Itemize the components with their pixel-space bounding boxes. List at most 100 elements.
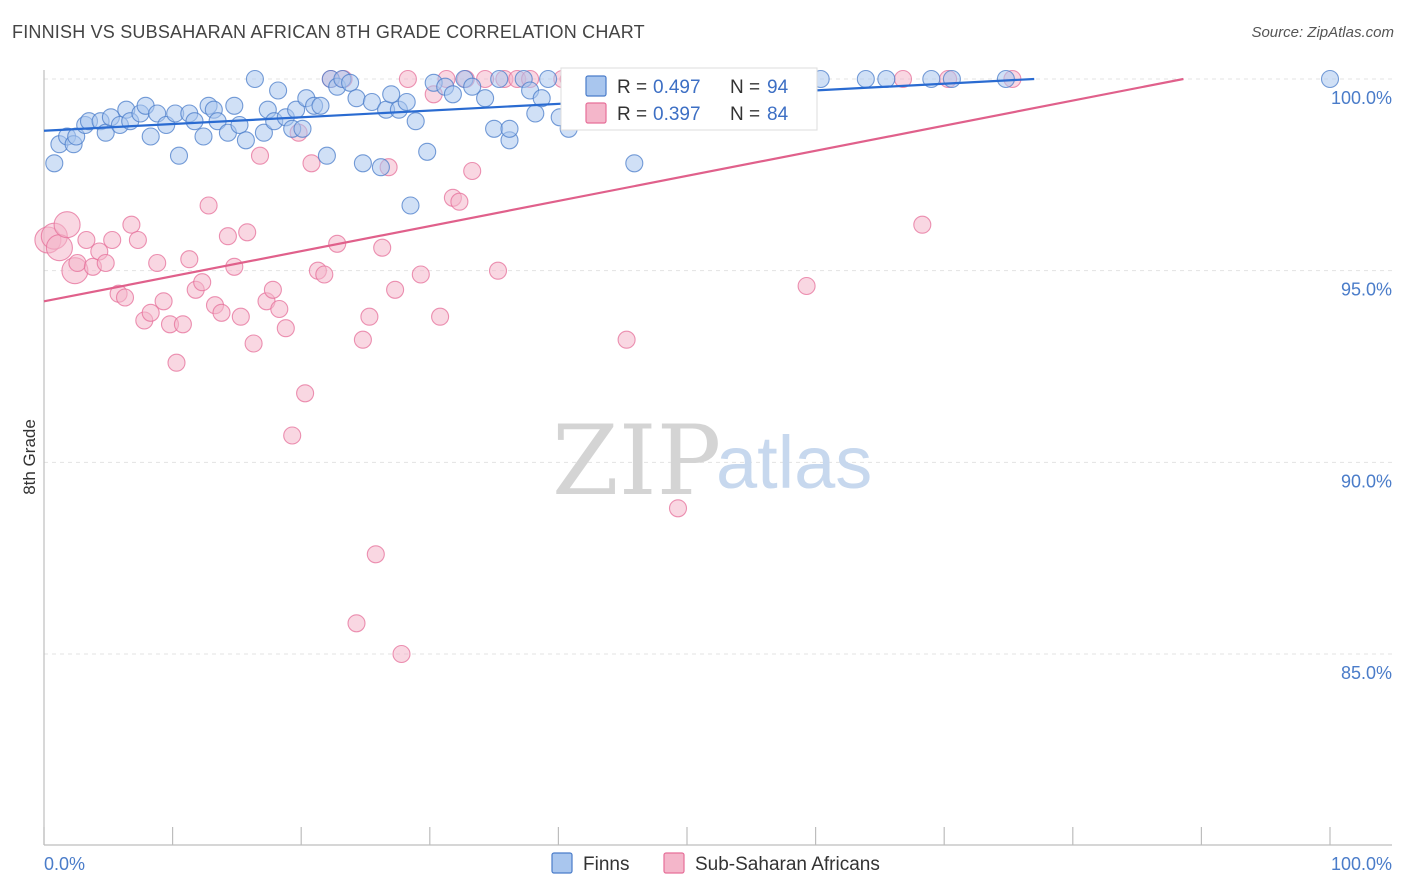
finns-point-46 — [341, 73, 360, 92]
africans-point-10 — [103, 230, 122, 250]
africans-point-81 — [913, 215, 932, 234]
africans-point-63 — [463, 161, 482, 181]
finns-point-27 — [225, 96, 244, 115]
africans-point-22 — [180, 250, 199, 269]
y-tick-label-3: 85.0% — [1341, 663, 1392, 683]
y-axis-tick-labels: 100.0% 95.0% 90.0% 85.0% — [1331, 88, 1392, 683]
bottom-legend-finns-swatch — [551, 852, 573, 874]
finns-point-0 — [45, 154, 64, 173]
finns-point-71 — [532, 89, 551, 108]
legend-africans-r-value: 0.397 — [653, 104, 701, 125]
finns-point-57 — [418, 142, 437, 161]
finns-point-92 — [996, 69, 1015, 89]
africans-point-48 — [353, 330, 372, 349]
finns-point-91 — [942, 69, 961, 89]
trend-line-finns — [43, 77, 1035, 132]
y-tick-label-0: 100.0% — [1331, 88, 1392, 108]
legend-finns-n-label: N = — [730, 77, 760, 98]
africans-point-5 — [68, 253, 87, 273]
bottom-legend-africans-swatch — [663, 852, 685, 874]
africans-point-9 — [96, 253, 115, 273]
africans-point-21 — [173, 315, 192, 334]
africans-point-2 — [45, 234, 73, 262]
bottom-legend-finns-label: Finns — [583, 854, 629, 875]
legend-finns-swatch — [585, 75, 607, 97]
africans-point-53 — [386, 280, 405, 299]
finns-point-38 — [293, 119, 312, 138]
bottom-legend: Finns Sub-Saharan Africans — [551, 852, 880, 875]
bottom-legend-africans-label: Sub-Saharan Africans — [695, 854, 880, 875]
finns-point-80 — [625, 154, 644, 173]
africans-point-50 — [366, 545, 385, 564]
finns-point-64 — [485, 119, 504, 138]
africans-point-29 — [225, 257, 244, 276]
trend-line-africans — [43, 77, 1184, 303]
finns-point-34 — [269, 81, 288, 100]
africans-point-38 — [283, 426, 302, 445]
africans-point-28 — [218, 227, 237, 246]
africans-point-41 — [302, 154, 321, 173]
axes — [43, 70, 1392, 846]
finns-point-89 — [877, 69, 896, 89]
africans-point-49 — [360, 307, 379, 326]
finns-point-50 — [371, 158, 390, 177]
finns-point-60 — [443, 85, 462, 104]
legend-finns-r-label: R = — [617, 77, 647, 98]
finns-point-49 — [362, 92, 381, 112]
watermark-atlas: atlas — [716, 421, 872, 504]
x-tick-label-min: 0.0% — [44, 854, 85, 874]
finns-point-52 — [382, 85, 401, 104]
africans-point-47 — [347, 614, 366, 633]
watermark-zip: ZIP — [552, 405, 721, 517]
watermark: ZIP atlas — [552, 405, 872, 517]
africans-point-20 — [167, 353, 186, 372]
finns-point-28 — [230, 115, 249, 135]
finns-point-63 — [476, 89, 495, 108]
x-axis-ticks — [43, 827, 1331, 845]
africans-point-14 — [128, 230, 147, 250]
stats-legend: R = 0.497 N = 94 R = 0.397 N = 84 — [560, 67, 818, 131]
africans-point-6 — [77, 230, 96, 250]
africans-point-79 — [797, 276, 816, 296]
africans-point-31 — [238, 223, 257, 242]
finns-point-30 — [245, 69, 264, 89]
finns-point-21 — [185, 112, 204, 131]
finns-point-15 — [141, 127, 160, 146]
africans-point-32 — [244, 334, 263, 353]
africans-point-61 — [450, 192, 469, 211]
y-tick-label-1: 95.0% — [1341, 280, 1392, 300]
y-tick-label-2: 90.0% — [1341, 471, 1392, 491]
finns-point-42 — [317, 146, 336, 165]
finns-point-88 — [856, 69, 875, 89]
finns-point-65 — [490, 69, 509, 89]
finns-point-47 — [347, 89, 366, 108]
finns-point-54 — [397, 92, 416, 112]
africans-point-35 — [263, 280, 282, 299]
finns-point-62 — [463, 77, 482, 96]
africans-point-27 — [212, 303, 231, 322]
finns-point-56 — [406, 112, 425, 131]
finns-point-29 — [236, 131, 255, 150]
africans-point-58 — [431, 307, 450, 326]
africans-point-18 — [154, 292, 173, 311]
finns-point-31 — [254, 123, 273, 142]
finns-point-22 — [194, 127, 213, 146]
chart-title: FINNISH VS SUBSAHARAN AFRICAN 8TH GRADE … — [12, 22, 645, 42]
finns-point-70 — [526, 104, 545, 123]
africans-point-13 — [122, 215, 141, 234]
finns-point-72 — [539, 69, 558, 89]
africans-point-17 — [148, 253, 167, 273]
legend-africans-n-value: 84 — [767, 104, 789, 125]
legend-africans-r-label: R = — [617, 104, 647, 125]
africans-point-55 — [398, 69, 417, 89]
africans-point-16 — [141, 303, 160, 322]
legend-africans-n-label: N = — [730, 104, 760, 125]
series-finns-points — [45, 69, 1340, 215]
x-tick-label-max: 100.0% — [1331, 854, 1392, 874]
africans-point-3 — [53, 211, 81, 239]
finns-point-67 — [500, 119, 519, 138]
africans-point-65 — [488, 261, 508, 280]
africans-point-54 — [392, 644, 411, 664]
africans-point-25 — [199, 196, 218, 215]
